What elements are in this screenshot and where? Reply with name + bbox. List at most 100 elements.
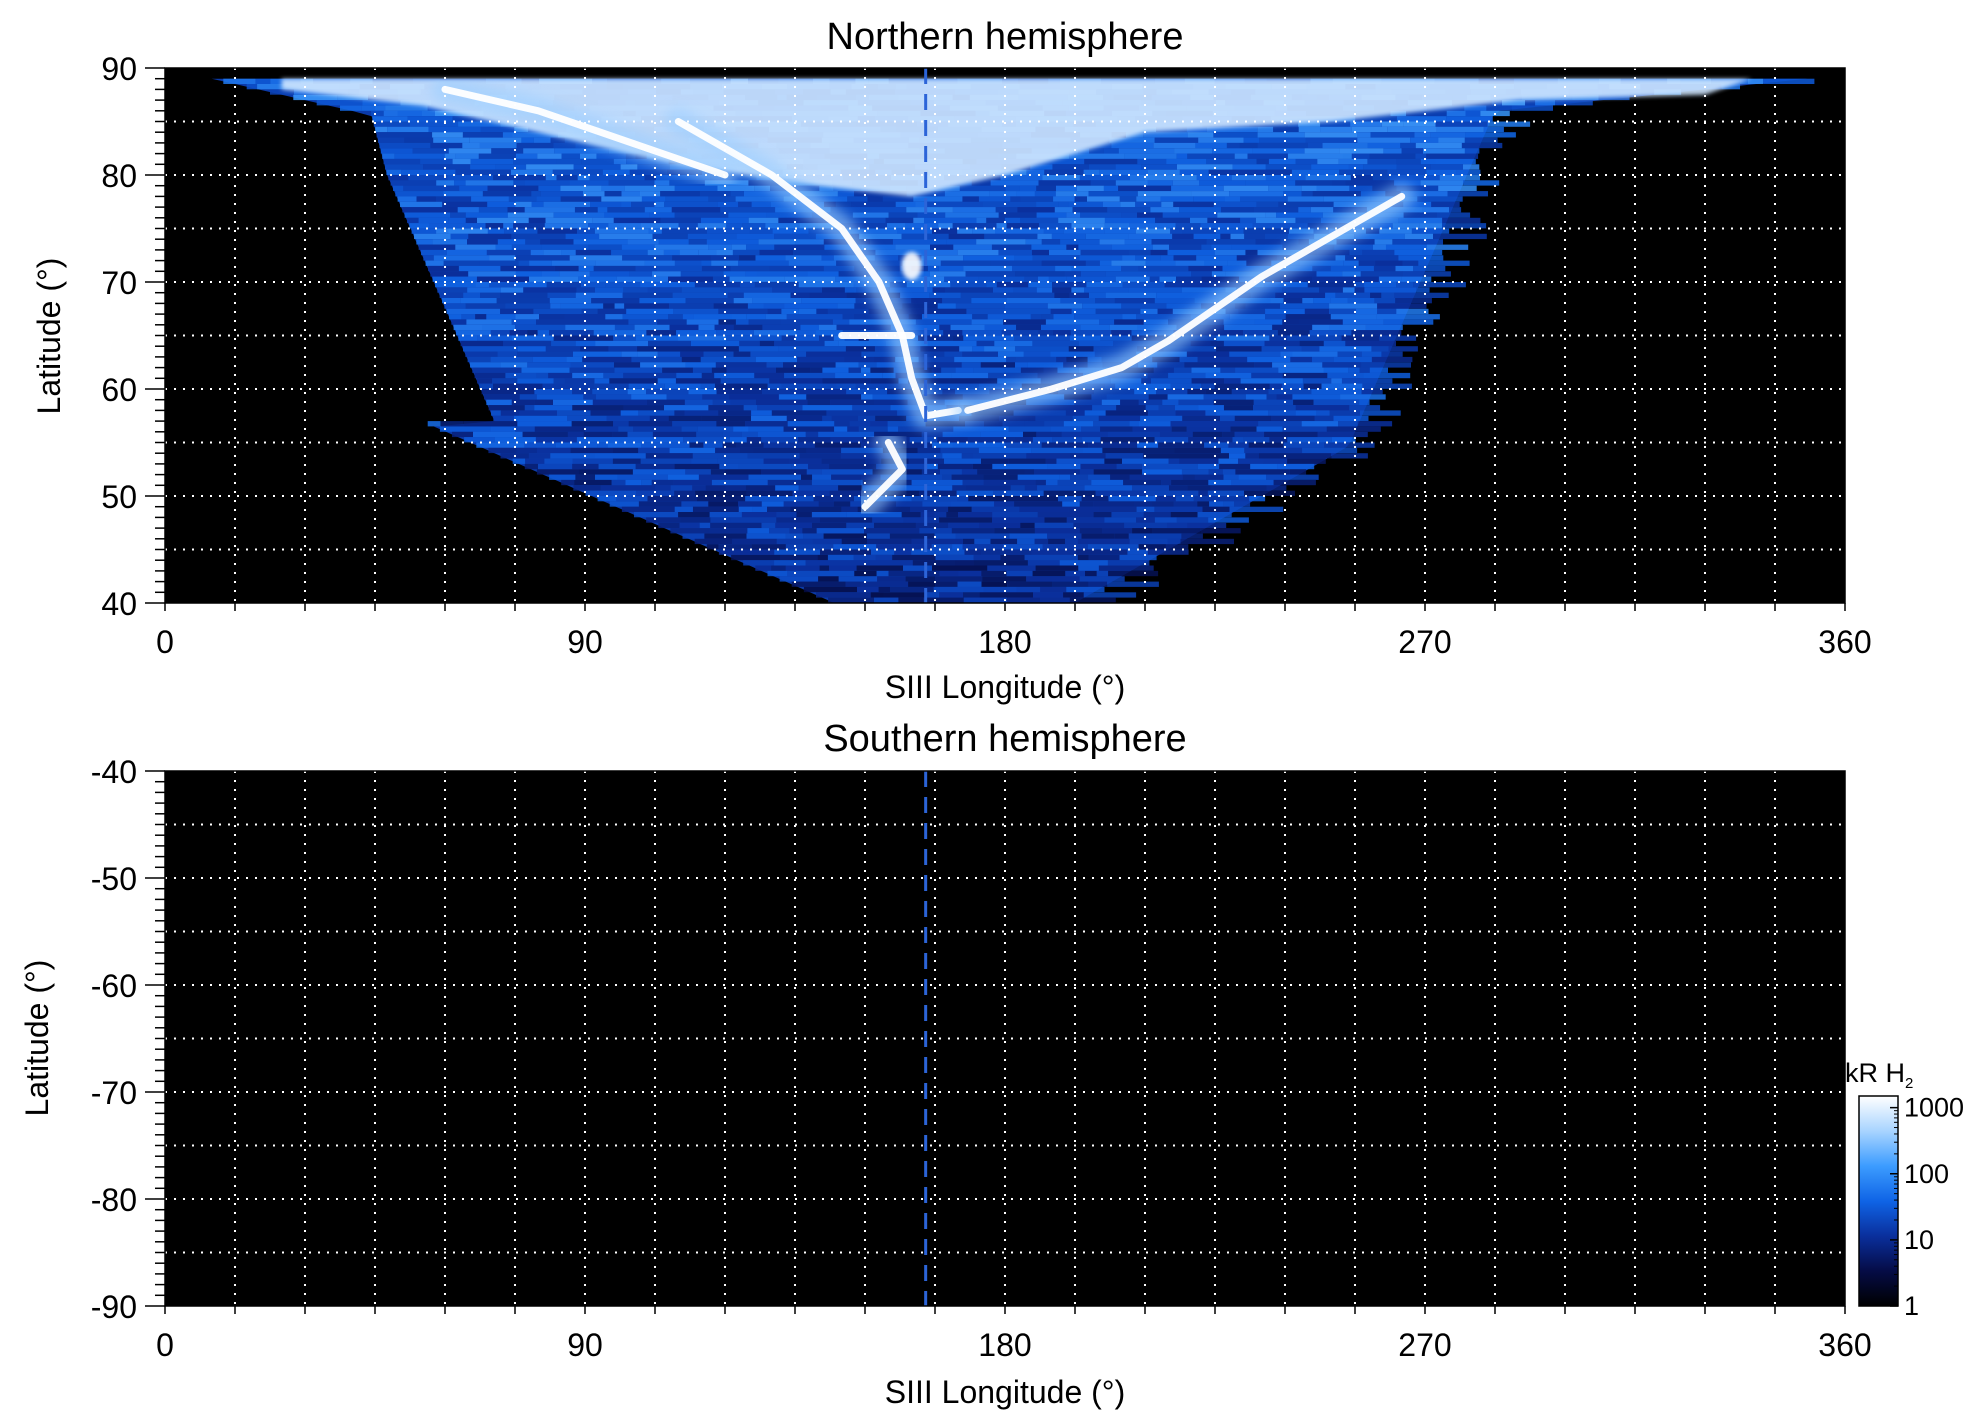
emission-streak (733, 298, 753, 304)
emission-streak (1257, 126, 1274, 133)
emission-streak (670, 485, 693, 491)
emission-streak (629, 169, 667, 175)
emission-streak (775, 522, 812, 529)
emission-streak (486, 314, 516, 320)
emission-streak (946, 512, 958, 518)
emission-streak (1134, 389, 1157, 395)
emission-streak (668, 415, 702, 422)
emission-streak (430, 142, 463, 149)
emission-streak (792, 490, 830, 496)
emission-streak (1268, 158, 1296, 165)
emission-streak (845, 228, 897, 234)
emission-streak (958, 570, 982, 577)
emission-streak (756, 271, 808, 277)
emission-streak (902, 303, 938, 309)
emission-streak (552, 169, 603, 175)
emission-streak (1179, 356, 1198, 363)
emission-streak (962, 196, 979, 202)
emission-streak (1323, 367, 1349, 373)
emission-streak (627, 431, 653, 438)
emission-streak (1039, 223, 1072, 229)
emission-streak (1026, 576, 1080, 582)
emission-streak (617, 474, 668, 480)
emission-streak (455, 169, 511, 175)
emission-streak (1360, 191, 1386, 197)
auroral-spot (901, 251, 922, 280)
emission-streak (1264, 431, 1318, 438)
emission-streak (812, 522, 847, 529)
emission-streak (916, 319, 972, 325)
emission-streak (1238, 308, 1266, 315)
emission-streak (890, 586, 934, 593)
emission-streak (575, 292, 623, 298)
emission-streak (1304, 132, 1357, 138)
emission-streak (1214, 383, 1270, 389)
y-tick-label: 40 (101, 586, 137, 622)
emission-streak (953, 244, 992, 250)
emission-streak (1108, 570, 1159, 577)
emission-streak (753, 447, 807, 454)
emission-streak (981, 431, 1023, 438)
emission-streak (906, 207, 953, 213)
emission-streak (1138, 265, 1189, 272)
emission-streak (1168, 458, 1180, 464)
emission-streak (940, 469, 962, 475)
emission-streak (745, 271, 757, 277)
emission-streak (425, 260, 444, 266)
emission-streak (978, 383, 1022, 389)
emission-streak (1345, 340, 1396, 347)
emission-streak (537, 447, 571, 454)
emission-streak (535, 437, 577, 443)
emission-streak (1175, 405, 1199, 411)
emission-streak (987, 565, 1036, 571)
emission-streak (729, 276, 785, 282)
emission-streak (1015, 346, 1069, 352)
emission-streak (786, 314, 843, 320)
emission-streak (818, 431, 875, 438)
emission-streak (658, 522, 680, 529)
emission-streak (1175, 496, 1194, 502)
emission-streak (1174, 447, 1221, 454)
emission-streak (656, 175, 710, 181)
emission-streak (465, 351, 498, 357)
emission-streak (1302, 298, 1314, 304)
emission-streak (1299, 319, 1343, 325)
emission-streak (1289, 469, 1307, 475)
emission-streak (713, 276, 730, 282)
emission-streak (858, 426, 888, 432)
emission-streak (1338, 158, 1368, 165)
emission-streak (448, 217, 466, 224)
emission-streak (948, 522, 979, 529)
emission-streak (1245, 303, 1280, 309)
emission-streak (922, 389, 943, 395)
emission-streak (1335, 292, 1371, 298)
emission-streak (1164, 282, 1181, 288)
emission-streak (934, 512, 947, 518)
emission-streak (691, 340, 740, 347)
emission-streak (1223, 501, 1235, 507)
emission-streak (580, 282, 606, 288)
emission-streak (1301, 421, 1338, 427)
emission-streak (482, 191, 532, 197)
emission-streak (1264, 340, 1300, 347)
emission-streak (541, 244, 589, 250)
emission-streak (738, 463, 792, 470)
emission-streak (473, 431, 523, 438)
emission-streak (565, 233, 599, 240)
emission-streak (1381, 351, 1403, 357)
emission-streak (624, 185, 675, 191)
emission-streak (830, 437, 862, 443)
emission-streak (707, 228, 750, 234)
emission-streak (776, 367, 811, 373)
emission-streak (593, 330, 647, 336)
emission-streak (465, 212, 508, 218)
emission-streak (560, 196, 602, 202)
emission-streak (447, 249, 487, 256)
emission-streak (1191, 271, 1212, 277)
emission-streak (543, 201, 591, 208)
emission-streak (572, 372, 604, 379)
emission-streak (1348, 164, 1364, 170)
emission-streak (1339, 169, 1356, 175)
emission-streak (1426, 244, 1469, 250)
